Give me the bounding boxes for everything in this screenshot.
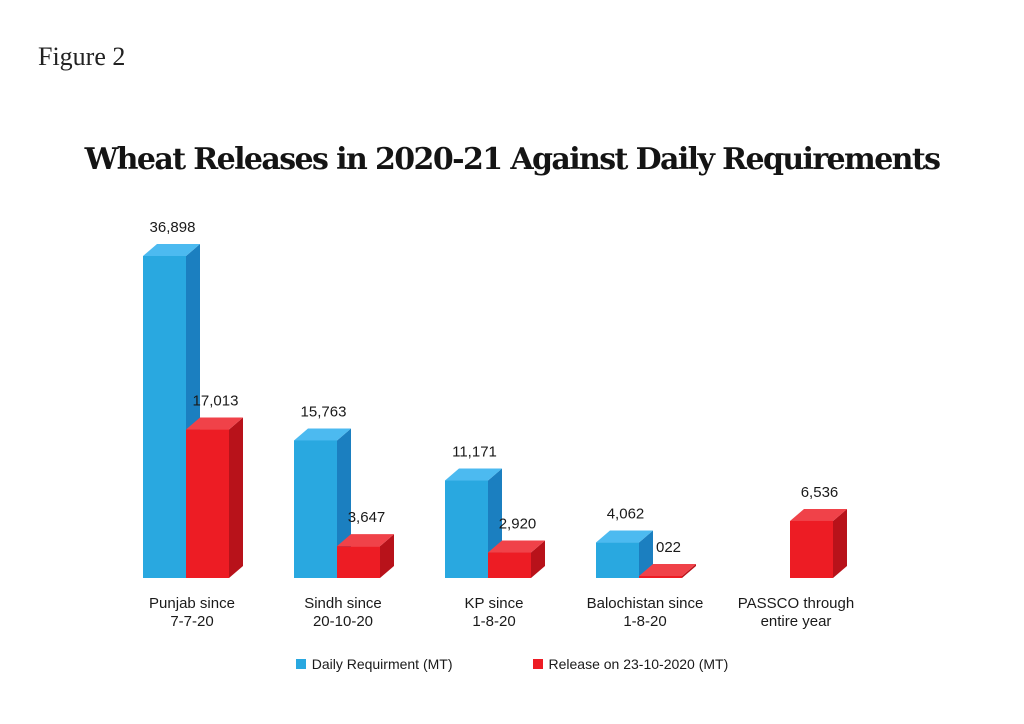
data-label: 6,536	[801, 484, 839, 501]
bar-top-face	[790, 508, 847, 521]
bar-front-face	[143, 256, 186, 578]
legend-item-release: Release on 23-10-2020 (MT)	[532, 656, 729, 672]
bar-front-face	[488, 552, 531, 578]
bar-top-face	[488, 540, 545, 553]
bar-side-face	[639, 530, 653, 578]
bar-top-face	[186, 417, 243, 430]
bar-1-3	[639, 564, 696, 578]
bar-front-face	[186, 429, 229, 578]
bar-side-face	[531, 540, 545, 578]
data-label: 36,898	[150, 219, 196, 236]
bar-1-2	[488, 540, 545, 578]
category-label: 1-8-20	[623, 613, 666, 630]
bar-0-0	[143, 244, 200, 578]
data-label: 4,062	[607, 506, 645, 523]
data-label: 15,763	[301, 403, 347, 420]
bar-top-face	[639, 564, 696, 576]
bar-0-3	[596, 530, 653, 578]
data-label: 022	[656, 539, 681, 556]
bar-1-1	[337, 534, 394, 578]
bar-1-4	[790, 508, 847, 578]
figure-label: Figure 2	[38, 42, 126, 71]
bar-top-face	[294, 428, 351, 441]
data-label: 3,647	[348, 509, 386, 526]
bar-front-face	[596, 542, 639, 578]
legend-swatch-daily-requirement	[295, 659, 306, 669]
bar-front-face	[639, 576, 682, 578]
data-label: 2,920	[499, 516, 537, 533]
legend-swatch-release	[532, 659, 543, 669]
legend-label-release: Release on 23-10-2020 (MT)	[548, 656, 729, 672]
legend-item-daily-requirement: Daily Requirment (MT)	[295, 656, 453, 672]
bar-side-face	[229, 417, 243, 578]
category-label: Sindh since	[304, 595, 382, 612]
category-label: Punjab since	[149, 595, 235, 612]
category-label: 7-7-20	[170, 613, 213, 630]
category-label: 1-8-20	[472, 613, 515, 630]
bar-front-face	[790, 520, 833, 578]
bar-front-face	[337, 546, 380, 578]
bar-top-face	[143, 244, 200, 256]
category-label: 20-10-20	[313, 613, 373, 630]
bar-side-face	[833, 508, 847, 578]
bar-top-face	[596, 530, 653, 543]
category-label: Balochistan since	[587, 595, 704, 612]
legend: Daily Requirment (MT) Release on 23-10-2…	[0, 656, 1024, 672]
category-label: entire year	[761, 613, 832, 630]
bar-front-face	[445, 480, 488, 578]
bar-side-face	[682, 564, 696, 578]
legend-label-daily-requirement: Daily Requirment (MT)	[311, 656, 453, 672]
data-label: 17,013	[193, 393, 239, 410]
data-label: 11,171	[452, 444, 497, 461]
category-label: PASSCO through	[738, 595, 854, 612]
bar-top-face	[337, 534, 394, 547]
bar-side-face	[380, 534, 394, 578]
bar-top-face	[445, 468, 502, 481]
category-label: KP since	[465, 595, 524, 612]
bar-1-0	[186, 417, 243, 578]
chart-title: Wheat Releases in 2020-21 Against Daily …	[84, 142, 941, 177]
bar-front-face	[294, 440, 337, 578]
